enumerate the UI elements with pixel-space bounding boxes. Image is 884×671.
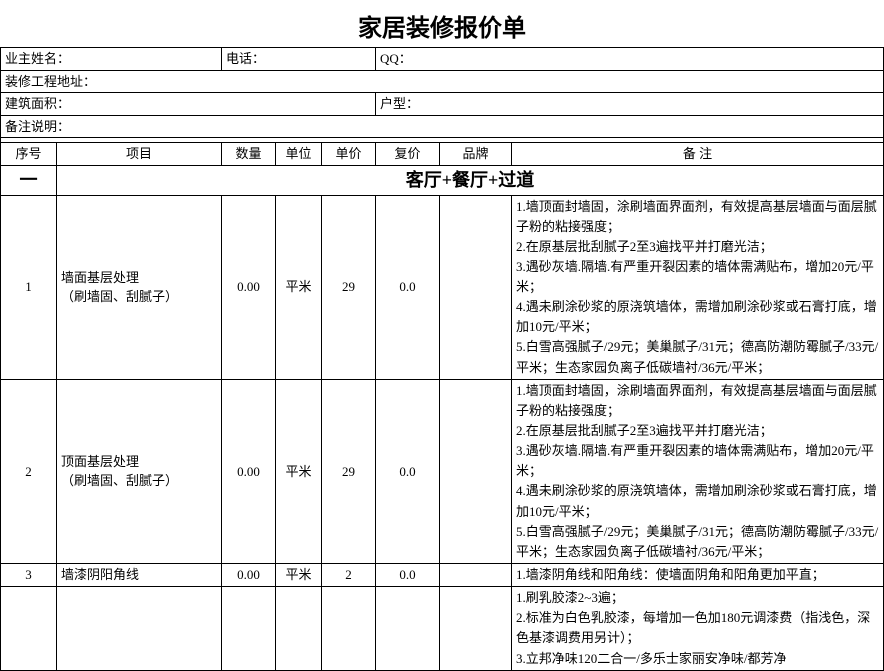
section-seq: 一 <box>1 165 57 195</box>
table-row: 1.刷乳胶漆2~3遍；2.标准为白色乳胶漆，每增加一色加180元调漆费（指浅色，… <box>1 587 884 671</box>
col-unit-price: 单价 <box>322 143 376 166</box>
cell-unit: 平米 <box>276 195 322 379</box>
label-qq: QQ： <box>376 48 884 71</box>
col-seq: 序号 <box>1 143 57 166</box>
cell-notes: 1.墙漆阴角线和阳角线：使墙面阴角和阳角更加平直； <box>512 564 884 587</box>
cell-unit_price <box>322 587 376 671</box>
col-brand: 品牌 <box>440 143 512 166</box>
cell-total_price: 0.0 <box>376 379 440 563</box>
cell-seq: 2 <box>1 379 57 563</box>
info-row-owner: 业主姓名： 电话： QQ： <box>1 48 884 71</box>
col-item: 项目 <box>57 143 222 166</box>
cell-brand <box>440 587 512 671</box>
cell-seq: 3 <box>1 564 57 587</box>
quotation-table: 业主姓名： 电话： QQ： 装修工程地址： 建筑面积： 户型： 备注说明： 序号… <box>0 47 884 671</box>
cell-qty: 0.00 <box>222 564 276 587</box>
cell-total_price: 0.0 <box>376 195 440 379</box>
label-area: 建筑面积： <box>1 93 376 116</box>
cell-seq <box>1 587 57 671</box>
cell-qty <box>222 587 276 671</box>
col-unit: 单位 <box>276 143 322 166</box>
label-project-addr: 装修工程地址： <box>1 70 884 93</box>
column-header-row: 序号 项目 数量 单位 单价 复价 品牌 备 注 <box>1 143 884 166</box>
col-qty: 数量 <box>222 143 276 166</box>
table-row: 1墙面基层处理（刷墙固、刮腻子）0.00平米290.0 1.墙顶面封墙固，涂刷墙面… <box>1 195 884 379</box>
cell-brand <box>440 195 512 379</box>
cell-item: 墙面基层处理（刷墙固、刮腻子） <box>57 195 222 379</box>
cell-item: 墙漆阴阳角线 <box>57 564 222 587</box>
cell-notes: 1.墙顶面封墙固，涂刷墙面界面剂，有效提高基层墙面与面层腻子粉的粘接强度；2.在… <box>512 379 884 563</box>
cell-unit <box>276 587 322 671</box>
section-title: 客厅+餐厅+过道 <box>57 165 884 195</box>
cell-brand <box>440 379 512 563</box>
cell-unit_price: 2 <box>322 564 376 587</box>
info-row-addr: 装修工程地址： <box>1 70 884 93</box>
label-house-type: 户型： <box>376 93 884 116</box>
cell-total_price <box>376 587 440 671</box>
label-remark: 备注说明： <box>1 115 884 138</box>
label-owner: 业主姓名： <box>1 48 222 71</box>
cell-notes: 1.墙顶面封墙固，涂刷墙面界面剂，有效提高基层墙面与面层腻子粉的粘接强度；2.在… <box>512 195 884 379</box>
table-row: 3墙漆阴阳角线0.00平米20.0 1.墙漆阴角线和阳角线：使墙面阴角和阳角更加平… <box>1 564 884 587</box>
col-notes: 备 注 <box>512 143 884 166</box>
cell-unit: 平米 <box>276 379 322 563</box>
cell-brand <box>440 564 512 587</box>
cell-unit_price: 29 <box>322 195 376 379</box>
info-row-area: 建筑面积： 户型： <box>1 93 884 116</box>
label-phone: 电话： <box>222 48 376 71</box>
col-total-price: 复价 <box>376 143 440 166</box>
cell-item <box>57 587 222 671</box>
cell-seq: 1 <box>1 195 57 379</box>
cell-qty: 0.00 <box>222 379 276 563</box>
cell-item: 顶面基层处理（刷墙固、刮腻子） <box>57 379 222 563</box>
cell-notes: 1.刷乳胶漆2~3遍；2.标准为白色乳胶漆，每增加一色加180元调漆费（指浅色，… <box>512 587 884 671</box>
cell-total_price: 0.0 <box>376 564 440 587</box>
info-row-remark: 备注说明： <box>1 115 884 138</box>
table-row: 2顶面基层处理（刷墙固、刮腻子）0.00平米290.0 1.墙顶面封墙固，涂刷墙面… <box>1 379 884 563</box>
cell-qty: 0.00 <box>222 195 276 379</box>
cell-unit_price: 29 <box>322 379 376 563</box>
cell-unit: 平米 <box>276 564 322 587</box>
page-title: 家居装修报价单 <box>0 0 884 47</box>
section-row: 一 客厅+餐厅+过道 <box>1 165 884 195</box>
